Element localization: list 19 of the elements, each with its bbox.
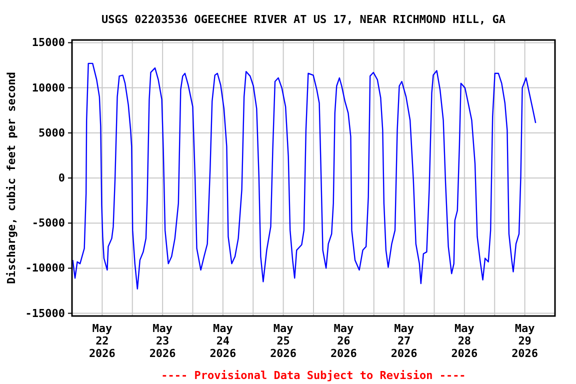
y-tick-label: -10000 bbox=[25, 262, 65, 275]
y-tick-label: 10000 bbox=[32, 81, 65, 94]
y-tick-label: 15000 bbox=[32, 36, 65, 50]
line-series bbox=[72, 62, 536, 290]
y-tick-label: 0 bbox=[58, 172, 65, 185]
y-tick-label: -15000 bbox=[25, 306, 65, 320]
x-tick-label: May 23 2026 bbox=[149, 322, 176, 360]
x-tick-label: May 29 2026 bbox=[512, 322, 538, 360]
x-tick-label: May 27 2026 bbox=[390, 322, 418, 360]
x-tick-label: May 28 2026 bbox=[451, 322, 478, 360]
x-tick-label: May 22 2026 bbox=[88, 322, 116, 360]
text: ---- Provisional Data Subject to Revision ---- bbox=[161, 369, 466, 382]
y-axis-title: Discharge, cubic feet per second bbox=[5, 72, 18, 284]
y-tick-label: 5000 bbox=[38, 126, 65, 140]
x-tick-label: May 24 2026 bbox=[210, 322, 237, 360]
y-tick-label: -5000 bbox=[32, 216, 65, 230]
x-tick-label: May 25 2026 bbox=[270, 322, 297, 360]
x-tick-label: May 26 2026 bbox=[330, 322, 358, 360]
chart-title: USGS 02203536 OGEECHEE RIVER AT US 17, NEAR RICHMOND HILL, GA bbox=[102, 13, 506, 26]
